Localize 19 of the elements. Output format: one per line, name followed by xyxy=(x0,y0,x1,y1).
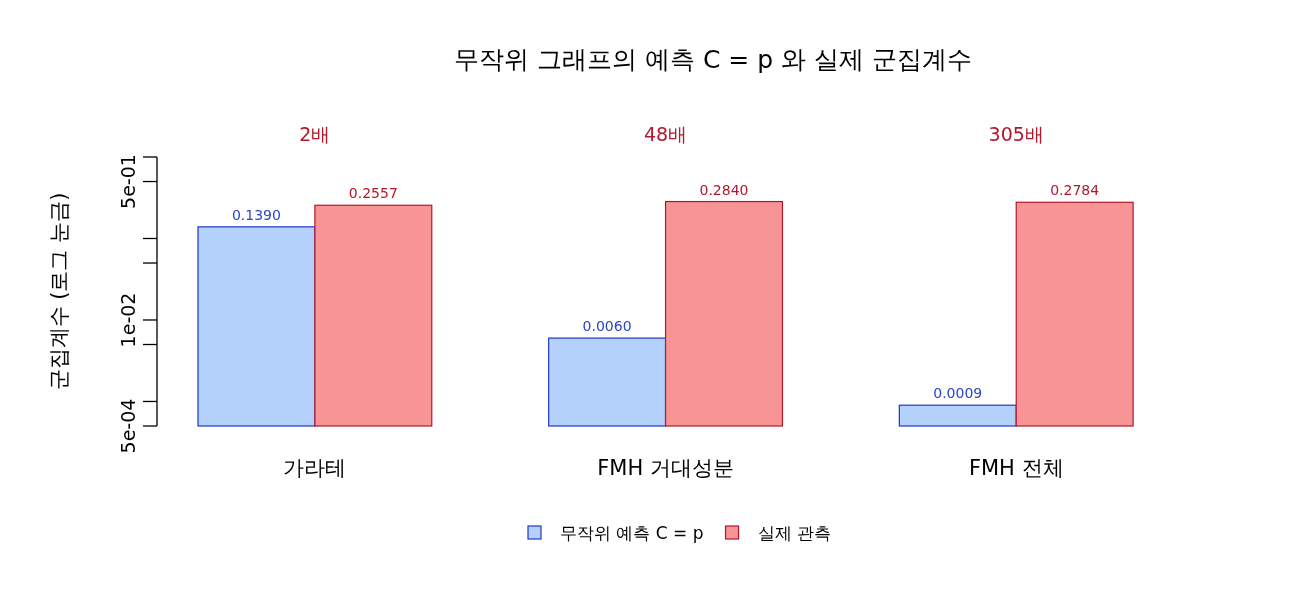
y-tick-label: 5e-01 xyxy=(117,154,139,209)
x-tick-label: FMH 전체 xyxy=(968,456,1064,480)
x-tick-label: 가라테 xyxy=(283,456,347,480)
chart-title: 무작위 그래프의 예측 C = p 와 실제 군집계수 xyxy=(454,45,972,74)
data-label: 0.2784 xyxy=(1050,182,1100,199)
text: 2배 xyxy=(299,123,331,145)
data-label: 0.1390 xyxy=(231,206,281,223)
y-tick-label: 1e-02 xyxy=(117,292,139,348)
legend-label: 실제 관측 xyxy=(757,523,831,543)
x-tick-label: FMH 거대성분 xyxy=(597,456,734,480)
y-tick-label: 5e-04 xyxy=(117,398,139,454)
data-label: 0.0009 xyxy=(933,385,983,402)
data-label: 0.2840 xyxy=(699,181,749,198)
data-label: 0.0060 xyxy=(582,318,632,335)
y-axis-title: 군집계수 (로그 눈금) xyxy=(47,192,71,391)
legend-label: 무작위 예측 C = p xyxy=(560,523,704,543)
text: 48배 xyxy=(643,123,688,145)
data-label: 0.2557 xyxy=(348,185,398,202)
text: 305배 xyxy=(988,123,1044,145)
